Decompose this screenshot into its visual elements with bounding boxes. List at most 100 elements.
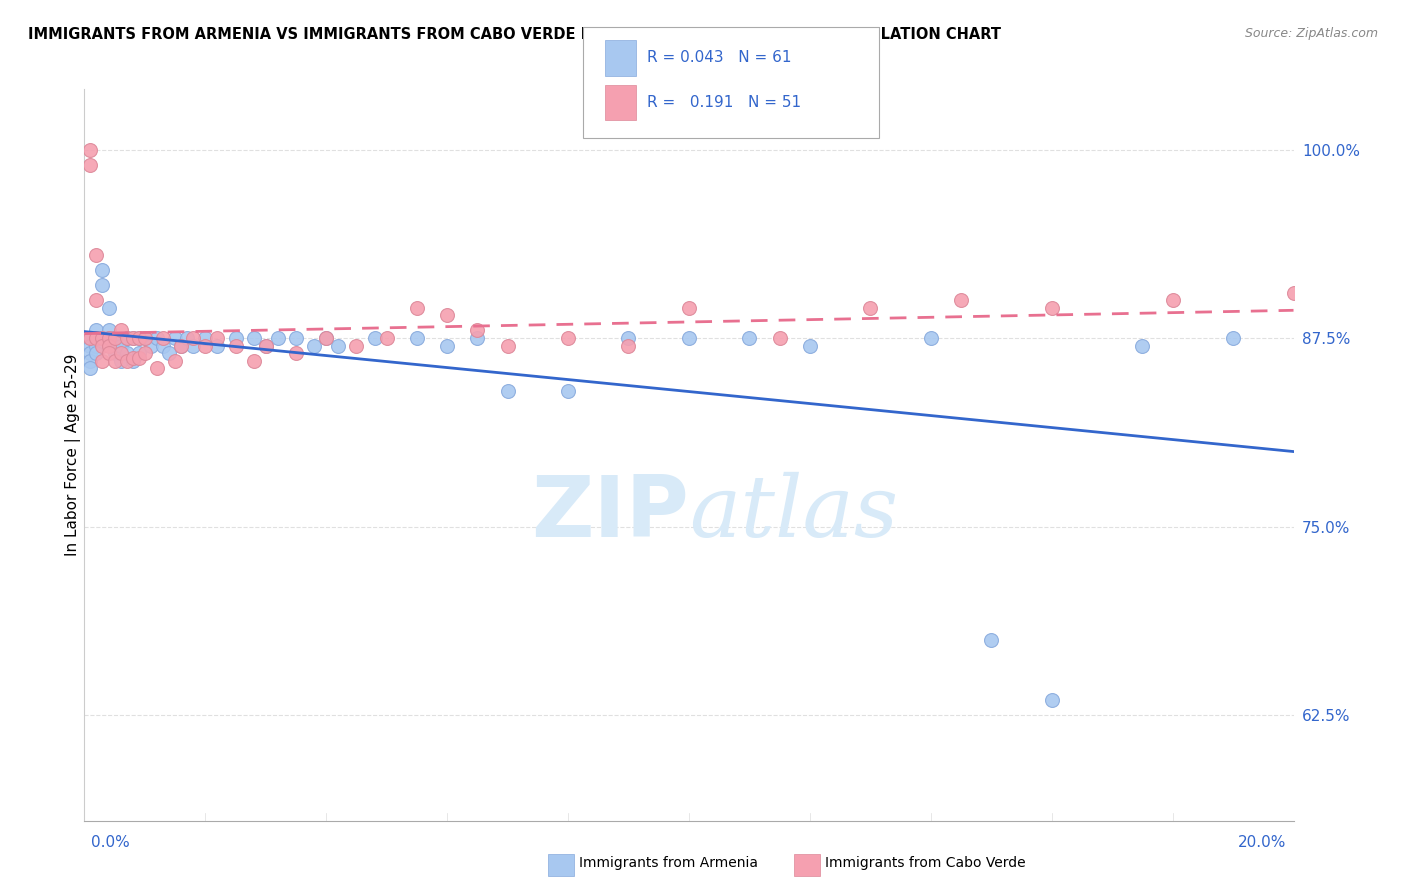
Point	[980, 632, 1002, 647]
Text: 0.0%: 0.0%	[91, 836, 131, 850]
Point	[86, 346, 108, 360]
Point	[859, 301, 882, 315]
Point	[79, 143, 101, 157]
Point	[79, 346, 101, 360]
Point	[128, 346, 150, 360]
Point	[115, 353, 138, 368]
Text: Immigrants from Cabo Verde: Immigrants from Cabo Verde	[825, 856, 1026, 871]
Point	[467, 331, 489, 345]
Point	[225, 338, 247, 352]
Point	[91, 263, 114, 277]
Point	[1130, 338, 1153, 352]
Point	[496, 338, 519, 352]
Point	[104, 353, 127, 368]
Point	[121, 351, 143, 365]
Point	[267, 331, 290, 345]
Point	[302, 338, 325, 352]
Point	[363, 331, 385, 345]
Point	[181, 338, 204, 352]
Point	[346, 338, 368, 352]
Point	[134, 331, 156, 345]
Point	[678, 331, 700, 345]
Point	[104, 346, 127, 360]
Point	[242, 331, 264, 345]
Text: Immigrants from Armenia: Immigrants from Armenia	[579, 856, 758, 871]
Point	[436, 309, 458, 323]
Point	[254, 338, 277, 352]
Text: IMMIGRANTS FROM ARMENIA VS IMMIGRANTS FROM CABO VERDE IN LABOR FORCE | AGE 25-29: IMMIGRANTS FROM ARMENIA VS IMMIGRANTS FR…	[28, 27, 1001, 43]
Text: ZIP: ZIP	[531, 472, 689, 555]
Point	[170, 338, 193, 352]
Point	[121, 331, 143, 345]
Point	[406, 301, 429, 315]
Point	[920, 331, 942, 345]
Point	[678, 301, 700, 315]
Point	[134, 331, 156, 345]
Point	[86, 331, 108, 345]
Point	[110, 331, 132, 345]
Point	[375, 331, 398, 345]
Point	[207, 338, 229, 352]
Point	[181, 331, 204, 345]
Point	[285, 331, 308, 345]
Point	[146, 361, 169, 376]
Point	[157, 346, 180, 360]
Point	[799, 338, 821, 352]
Point	[91, 331, 114, 345]
Point	[128, 331, 150, 345]
Point	[152, 331, 174, 345]
Point	[104, 338, 127, 352]
Point	[315, 331, 337, 345]
Y-axis label: In Labor Force | Age 25-29: In Labor Force | Age 25-29	[65, 354, 82, 556]
Point	[146, 331, 169, 345]
Point	[467, 324, 489, 338]
Point	[79, 353, 101, 368]
Point	[152, 338, 174, 352]
Point	[1040, 301, 1063, 315]
Point	[86, 324, 108, 338]
Point	[1161, 293, 1184, 308]
Point	[110, 338, 132, 352]
Point	[617, 338, 640, 352]
Text: Source: ZipAtlas.com: Source: ZipAtlas.com	[1244, 27, 1378, 40]
Point	[79, 158, 101, 172]
Point	[79, 338, 101, 352]
Point	[170, 338, 193, 352]
Point	[115, 331, 138, 345]
Point	[97, 331, 120, 345]
Point	[79, 361, 101, 376]
Point	[104, 331, 127, 345]
Point	[139, 338, 162, 352]
Text: atlas: atlas	[689, 472, 898, 555]
Point	[165, 353, 187, 368]
Point	[436, 338, 458, 352]
Point	[496, 384, 519, 398]
Point	[315, 331, 337, 345]
Point	[207, 331, 229, 345]
Point	[86, 248, 108, 262]
Point	[738, 331, 761, 345]
Point	[86, 293, 108, 308]
Point	[950, 293, 973, 308]
Point	[134, 346, 156, 360]
Point	[110, 353, 132, 368]
Point	[128, 351, 150, 365]
Point	[91, 331, 114, 345]
Point	[128, 331, 150, 345]
Point	[91, 278, 114, 293]
Point	[406, 331, 429, 345]
Point	[121, 353, 143, 368]
Point	[115, 346, 138, 360]
Point	[121, 331, 143, 345]
Point	[97, 324, 120, 338]
Point	[165, 331, 187, 345]
Point	[769, 331, 792, 345]
Point	[194, 338, 217, 352]
Point	[86, 338, 108, 352]
Point	[79, 331, 101, 345]
Point	[254, 338, 277, 352]
Point	[97, 346, 120, 360]
Point	[242, 353, 264, 368]
Point	[97, 301, 120, 315]
Point	[91, 353, 114, 368]
